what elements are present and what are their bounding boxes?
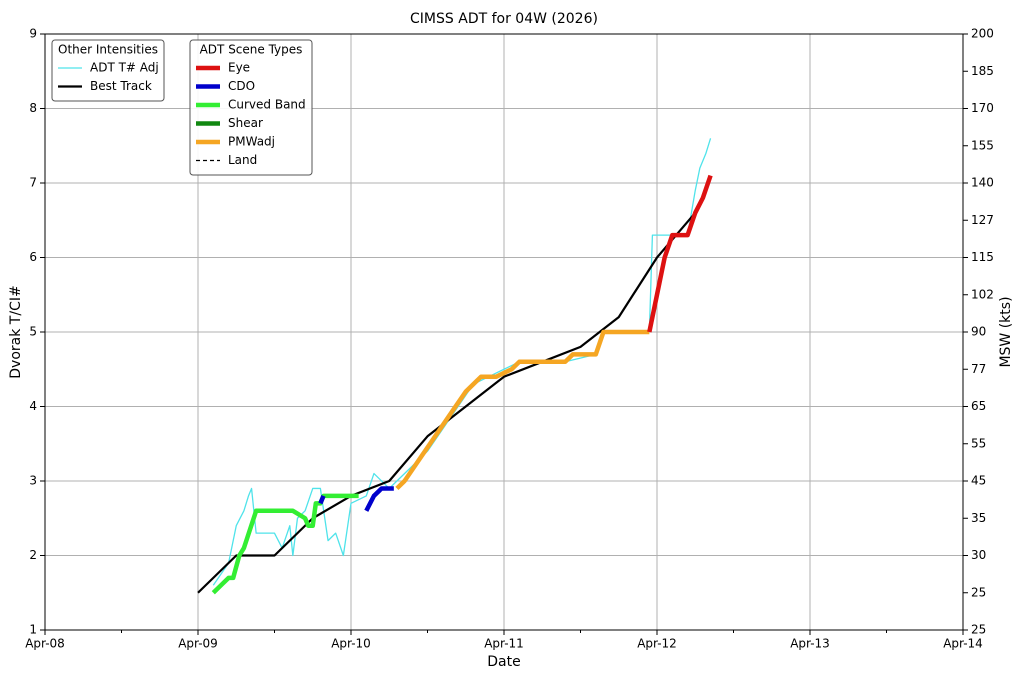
y2-tick-label: 55 xyxy=(971,436,986,450)
legend-label: Best Track xyxy=(90,79,152,93)
y2-tick-label: 127 xyxy=(971,213,994,227)
legend-label: Curved Band xyxy=(228,98,306,112)
series-line xyxy=(211,493,359,595)
y2-tick-label: 170 xyxy=(971,101,994,115)
series-line xyxy=(197,212,697,594)
y-tick-label: 1 xyxy=(29,623,37,637)
y2-tick-label: 90 xyxy=(971,325,986,339)
x-tick-label: Apr-13 xyxy=(790,637,830,651)
y2-tick-label: 140 xyxy=(971,176,994,190)
y2-axis-label: MSW (kts) xyxy=(998,296,1014,367)
x-tick-label: Apr-11 xyxy=(484,637,524,651)
legend-title: Other Intensities xyxy=(58,43,158,57)
plot-frame xyxy=(44,33,964,631)
y-tick-label: 3 xyxy=(29,474,37,488)
legend-label: Land xyxy=(228,153,257,167)
y2-tick-label: 65 xyxy=(971,399,986,413)
y2-tick-label: 200 xyxy=(971,27,994,41)
series-line xyxy=(212,138,712,586)
y-tick-label: 9 xyxy=(29,27,37,41)
y-axis-label: Dvorak T/CI# xyxy=(8,285,24,378)
legend-label: PMWadj xyxy=(228,135,275,149)
y2-tick-label: 30 xyxy=(971,548,986,562)
legend-label: Shear xyxy=(228,116,263,130)
chart-title: CIMSS ADT for 04W (2026) xyxy=(410,11,598,27)
legend-label: ADT T# Adj xyxy=(90,61,159,75)
series-line xyxy=(395,329,650,491)
y-tick-label: 2 xyxy=(29,548,37,562)
series-line xyxy=(647,174,713,333)
x-tick-label: Apr-10 xyxy=(331,637,371,651)
x-tick-label: Apr-08 xyxy=(25,637,65,651)
y2-tick-label: 115 xyxy=(971,250,994,264)
x-tick-label: Apr-14 xyxy=(943,637,983,651)
y2-tick-label: 102 xyxy=(971,287,994,301)
y2-tick-label: 25 xyxy=(971,585,986,599)
y-tick-label: 6 xyxy=(29,250,37,264)
y2-tick-label: 35 xyxy=(971,511,986,525)
y2-tick-label: 45 xyxy=(971,474,986,488)
y2-tick-label: 25 xyxy=(971,623,986,637)
x-tick-label: Apr-09 xyxy=(178,637,218,651)
y-tick-label: 7 xyxy=(29,176,37,190)
y-tick-label: 8 xyxy=(29,101,37,115)
y2-tick-label: 185 xyxy=(971,64,994,78)
legend-box xyxy=(189,39,313,176)
legend-title: ADT Scene Types xyxy=(200,43,303,57)
y-tick-label: 5 xyxy=(29,325,37,339)
series-line xyxy=(318,486,394,512)
legend-label: Eye xyxy=(228,61,250,75)
y2-tick-label: 77 xyxy=(971,362,986,376)
legend-label: CDO xyxy=(228,79,255,93)
y-tick-label: 4 xyxy=(29,399,37,413)
x-tick-label: Apr-12 xyxy=(637,637,677,651)
y2-tick-label: 155 xyxy=(971,138,994,152)
x-axis-label: Date xyxy=(487,654,520,670)
